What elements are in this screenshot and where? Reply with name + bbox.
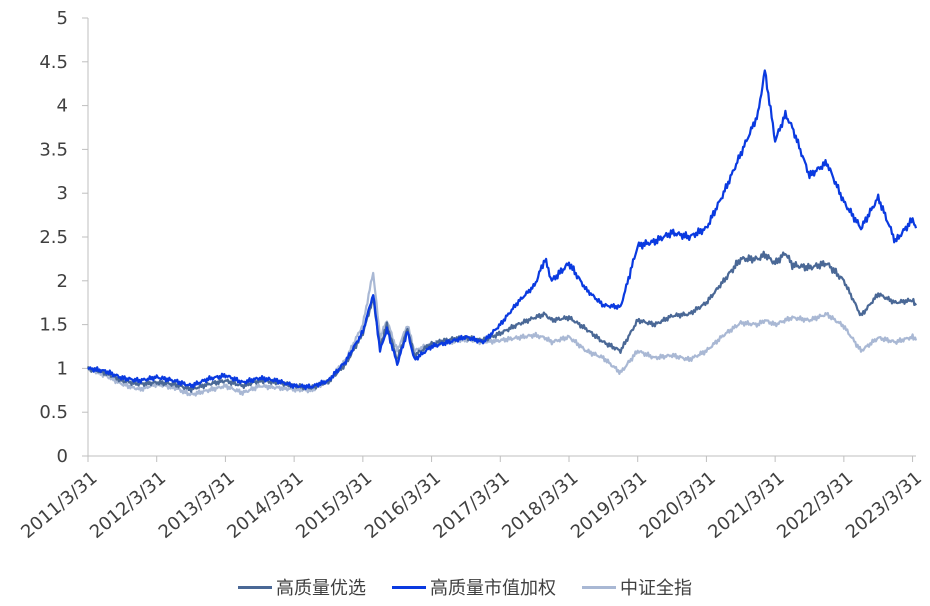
line-chart: 0 0.5 1 1.5 2 2.5 3 3.5 4 4.5 5 2011/3/312012/3/31… — [17, 8, 926, 543]
y-tick-label: 5 — [57, 8, 68, 29]
series-line-csi-all-share — [87, 271, 918, 397]
y-tick-label: 3 — [57, 183, 68, 204]
legend-swatch-csi-all-share — [582, 585, 616, 589]
y-tick-label: 1 — [57, 358, 68, 379]
y-tick-label: 2 — [57, 271, 68, 292]
y-tick-label: 0.5 — [39, 402, 68, 423]
y-tick-label: 3.5 — [39, 139, 68, 160]
y-tick-label: 4.5 — [39, 52, 68, 73]
legend-label-csi-all-share: 中证全指 — [620, 578, 692, 599]
legend-label-quality-select: 高质量优选 — [276, 578, 366, 599]
series-layer — [86, 69, 918, 397]
y-tick-label: 4 — [57, 96, 68, 117]
legend-label-quality-cap-weighted: 高质量市值加权 — [430, 578, 556, 599]
y-tick-label: 2.5 — [39, 227, 68, 248]
legend-swatch-quality-select — [238, 585, 272, 589]
y-axis-ticks: 0 0.5 1 1.5 2 2.5 3 3.5 4 4.5 5 — [39, 8, 88, 467]
legend-swatch-quality-cap-weighted — [392, 585, 426, 589]
legend-item-csi-all-share: 中证全指 — [582, 574, 692, 600]
y-tick-label: 0 — [57, 446, 68, 467]
legend: 高质量优选 高质量市值加权 中证全指 — [0, 572, 930, 602]
x-tick-label: 2023/3/31 — [842, 468, 926, 543]
legend-item-quality-select: 高质量优选 — [238, 574, 366, 600]
series-line-quality-select — [86, 250, 917, 393]
series-line-quality-cap-weighted — [87, 69, 918, 391]
x-axis-ticks: 2011/3/312012/3/312013/3/312014/3/312015… — [17, 456, 926, 543]
y-tick-label: 1.5 — [39, 315, 68, 336]
legend-item-quality-cap-weighted: 高质量市值加权 — [392, 574, 556, 600]
